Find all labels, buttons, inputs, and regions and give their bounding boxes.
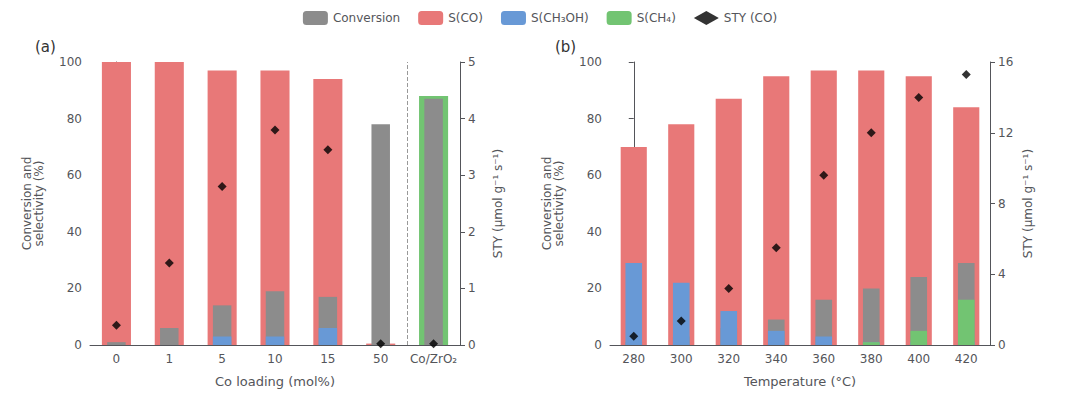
svg-text:12: 12 — [998, 126, 1013, 140]
svg-text:100: 100 — [59, 55, 82, 69]
svg-text:15: 15 — [320, 352, 335, 366]
svg-text:80: 80 — [67, 112, 82, 126]
svg-text:16: 16 — [998, 55, 1013, 69]
svg-text:340: 340 — [765, 352, 788, 366]
svg-text:S(CH₃OH): S(CH₃OH) — [531, 11, 589, 25]
svg-text:Temperature (°C): Temperature (°C) — [743, 374, 856, 389]
svg-text:8: 8 — [998, 197, 1006, 211]
svg-text:3: 3 — [468, 168, 476, 182]
svg-text:selectivity (%): selectivity (%) — [32, 161, 46, 247]
svg-text:S(CO): S(CO) — [448, 11, 483, 25]
svg-text:STY (CO): STY (CO) — [724, 11, 777, 25]
svg-text:2: 2 — [468, 225, 476, 239]
svg-text:S(CH₄): S(CH₄) — [637, 11, 676, 25]
svg-text:1: 1 — [468, 281, 476, 295]
svg-text:0: 0 — [594, 338, 602, 352]
svg-text:80: 80 — [587, 112, 602, 126]
svg-text:280: 280 — [622, 352, 645, 366]
svg-text:Conversion: Conversion — [333, 11, 400, 25]
svg-text:(a): (a) — [35, 38, 56, 56]
svg-text:0: 0 — [113, 352, 121, 366]
svg-text:Co loading (mol%): Co loading (mol%) — [215, 374, 335, 389]
svg-text:1: 1 — [165, 352, 173, 366]
svg-text:360: 360 — [812, 352, 835, 366]
svg-text:5: 5 — [218, 352, 226, 366]
svg-text:100: 100 — [579, 55, 602, 69]
svg-text:4: 4 — [998, 267, 1006, 281]
svg-text:40: 40 — [67, 225, 82, 239]
svg-text:4: 4 — [468, 112, 476, 126]
svg-text:0: 0 — [998, 338, 1006, 352]
svg-text:400: 400 — [907, 352, 930, 366]
svg-text:5: 5 — [468, 55, 476, 69]
svg-text:300: 300 — [670, 352, 693, 366]
svg-text:STY (μmol g⁻¹ s⁻¹): STY (μmol g⁻¹ s⁻¹) — [491, 149, 505, 258]
svg-text:40: 40 — [587, 225, 602, 239]
svg-text:20: 20 — [67, 281, 82, 295]
svg-text:selectivity (%): selectivity (%) — [552, 161, 566, 247]
svg-text:0: 0 — [468, 338, 476, 352]
svg-text:Co/ZrO₂: Co/ZrO₂ — [410, 352, 457, 366]
svg-text:STY (μmol g⁻¹ s⁻¹): STY (μmol g⁻¹ s⁻¹) — [1021, 149, 1035, 258]
svg-text:10: 10 — [267, 352, 282, 366]
svg-text:Conversion and: Conversion and — [540, 156, 554, 251]
svg-text:(b): (b) — [555, 38, 576, 56]
svg-text:20: 20 — [587, 281, 602, 295]
svg-text:380: 380 — [860, 352, 883, 366]
svg-text:0: 0 — [74, 338, 82, 352]
svg-text:50: 50 — [373, 352, 388, 366]
svg-text:Conversion and: Conversion and — [20, 156, 34, 251]
svg-text:60: 60 — [587, 168, 602, 182]
svg-text:320: 320 — [717, 352, 740, 366]
svg-text:60: 60 — [67, 168, 82, 182]
svg-text:420: 420 — [955, 352, 978, 366]
